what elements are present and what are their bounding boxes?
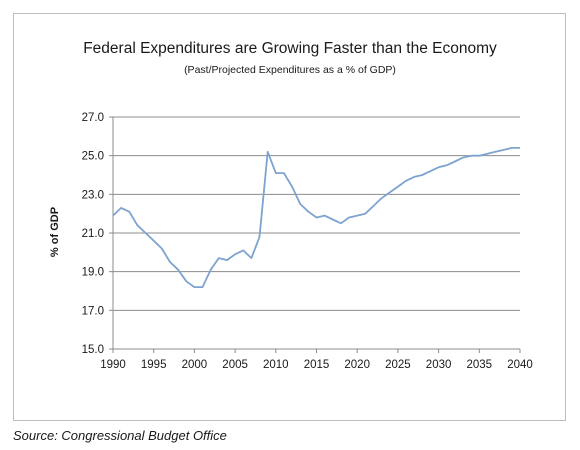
source-note: Source: Congressional Budget Office [13,428,227,443]
x-tick-label: 2030 [426,359,452,371]
y-tick-label: 25.0 [82,151,104,163]
series-line [112,146,520,289]
y-tick-label: 21.0 [82,228,104,240]
y-tick-labels: 15.0 17.0 19.0 21.0 23.0 25.0 27.0 [82,112,104,356]
y-tick-label: 23.0 [82,189,104,201]
x-tick-label: 2035 [467,359,493,371]
y-tick-label: 19.0 [82,267,104,279]
x-tick-label: 2000 [182,359,208,371]
y-tick-label: 15.0 [82,344,104,356]
x-tick-label: 2015 [304,359,330,371]
chart-subtitle: (Past/Projected Expenditures as a % of G… [184,64,396,76]
x-tick-label: 2040 [507,359,533,371]
y-tick-label: 27.0 [82,112,104,124]
x-tick-label: 2005 [222,359,248,371]
x-tick-label: 2010 [263,359,289,371]
chart-frame [13,13,566,421]
chart-title: Federal Expenditures are Growing Faster … [83,40,497,57]
series-group [112,146,520,289]
x-tick-label: 1990 [100,359,126,371]
y-tick-label: 17.0 [82,305,104,317]
x-tick-labels: 1990 1995 2000 2005 2010 2015 2020 2025 2030 2035… [100,359,533,371]
x-tick-label: 2020 [344,359,370,371]
gridlines [109,116,521,353]
x-tick-label: 1995 [141,359,167,371]
x-tick-label: 2025 [385,359,411,371]
